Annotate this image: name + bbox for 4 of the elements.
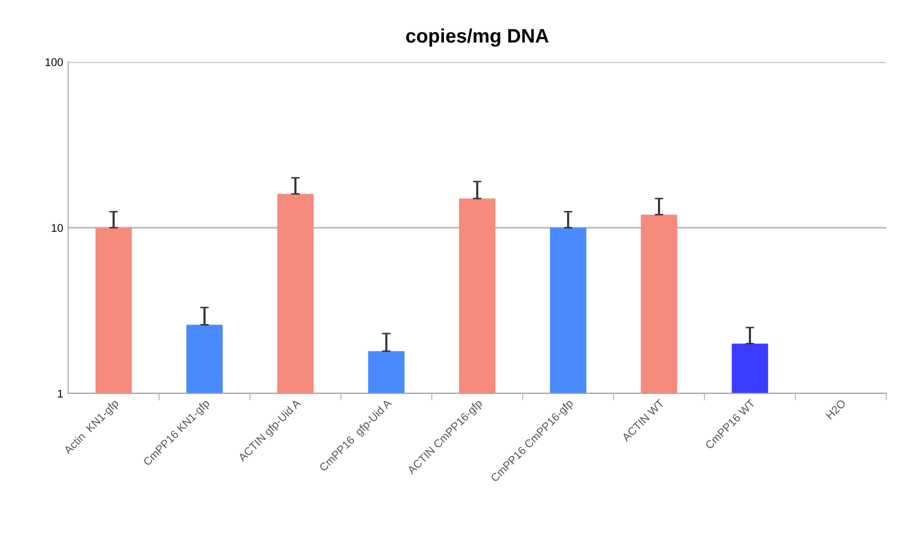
y-tick-label: 10 <box>52 224 63 232</box>
y-tick-label: 1 <box>58 390 63 398</box>
chart-title: copies/mg DNA <box>406 28 549 47</box>
y-tick-label: 100 <box>46 58 63 66</box>
